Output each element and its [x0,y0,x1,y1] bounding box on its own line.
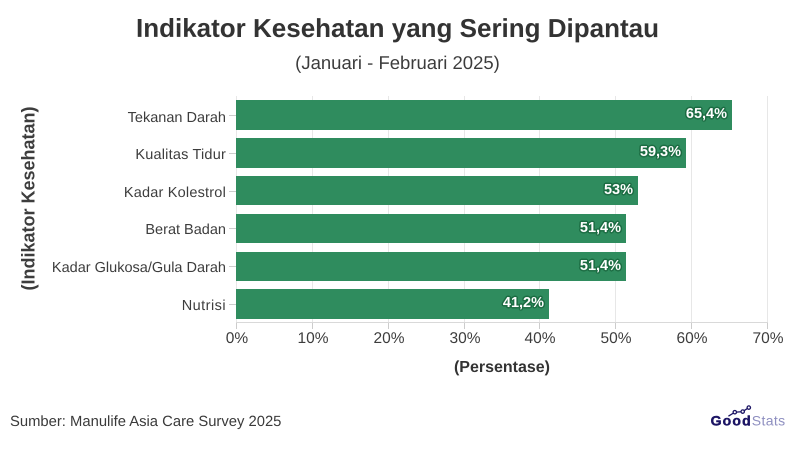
svg-text:Good: Good [711,412,752,428]
svg-text:Stats: Stats [752,412,786,428]
